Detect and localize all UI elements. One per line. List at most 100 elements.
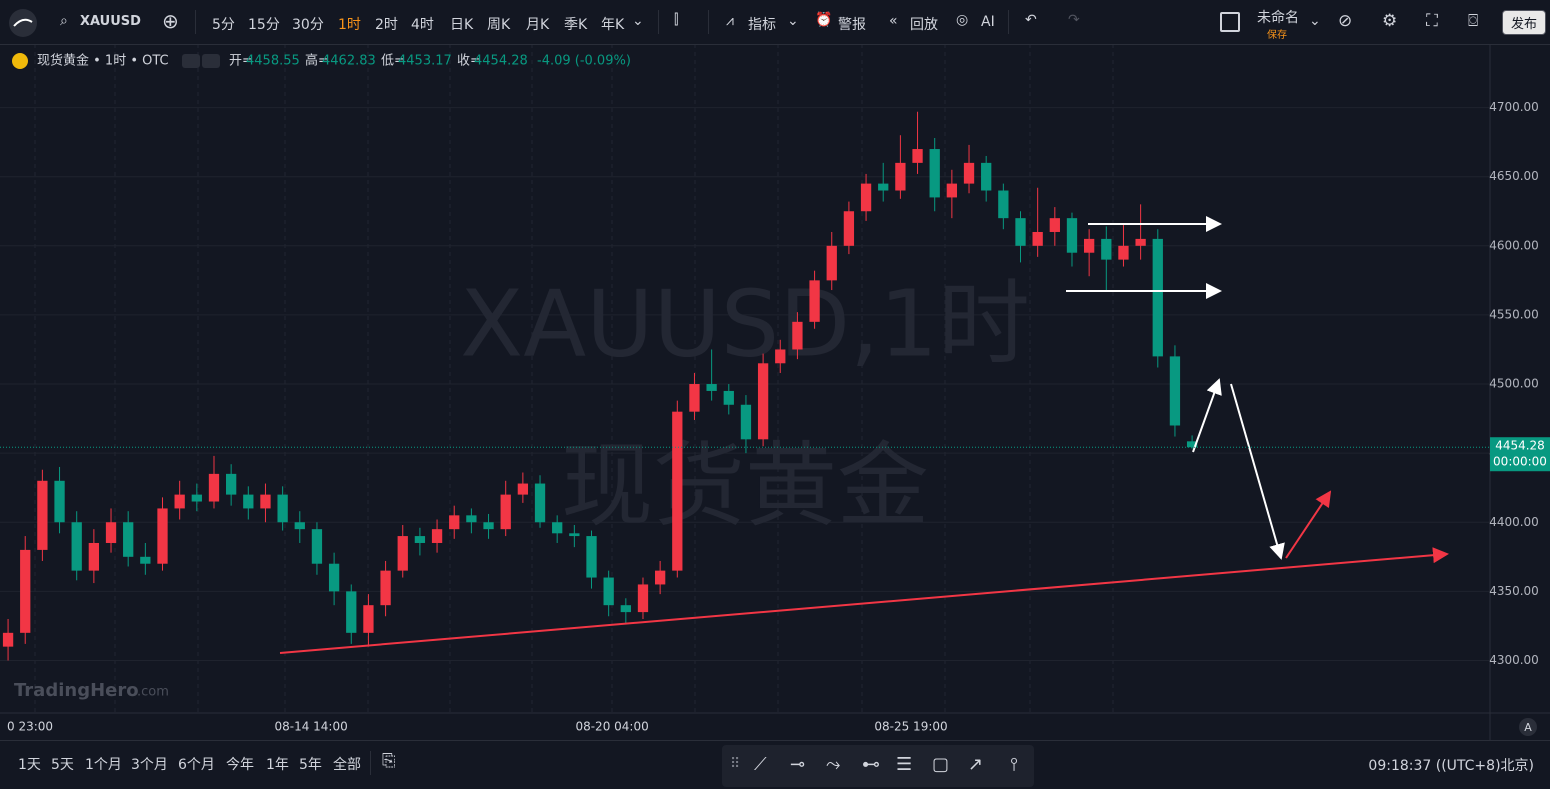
- indicators[interactable]: 指标: [748, 17, 776, 33]
- chart-type[interactable]: ⫿: [674, 12, 679, 28]
- range[interactable]: 1个月: [85, 757, 122, 773]
- tool-path[interactable]: ⤳: [826, 754, 841, 775]
- interval[interactable]: 1时: [338, 17, 361, 33]
- y-tick-label: 4650.00: [1489, 169, 1539, 183]
- range[interactable]: 6个月: [178, 757, 215, 773]
- candle-body: [380, 570, 391, 606]
- candle-body: [517, 483, 529, 495]
- x-tick-label: 08-25 19:00: [874, 720, 947, 734]
- add-symbol[interactable]: ⊕: [162, 9, 179, 33]
- layout-menu[interactable]: ⌄: [1309, 13, 1321, 29]
- range[interactable]: 今年: [226, 757, 254, 773]
- drawing-arrow[interactable]: [1230, 383, 1285, 560]
- candle-body: [792, 321, 803, 350]
- toggle[interactable]: [202, 54, 220, 68]
- candle-body: [723, 390, 734, 405]
- interval[interactable]: 年K: [601, 17, 625, 33]
- clock[interactable]: 09:18:37 ((UTC+8)北京): [1368, 758, 1534, 774]
- indicators-menu[interactable]: ⌄: [787, 13, 799, 29]
- candle-body: [895, 162, 906, 191]
- candle-body: [54, 480, 65, 523]
- goto-date[interactable]: ⎘: [382, 751, 396, 771]
- grid: [0, 44, 1490, 713]
- toggle[interactable]: [182, 54, 200, 68]
- interval[interactable]: 季K: [564, 17, 588, 33]
- drag-handle[interactable]: ⠿: [730, 756, 741, 772]
- interval[interactable]: 月K: [526, 17, 550, 33]
- alerts[interactable]: 警报: [838, 17, 866, 33]
- interval[interactable]: 周K: [487, 17, 511, 33]
- settings[interactable]: ⚙: [1382, 11, 1398, 31]
- candle-body: [88, 542, 100, 571]
- fullscreen[interactable]: ⛶: [1426, 11, 1438, 31]
- logo[interactable]: [8, 8, 38, 38]
- range[interactable]: 5天: [51, 757, 74, 773]
- legend-value: 4458.55: [246, 54, 300, 69]
- candle-body: [414, 536, 426, 543]
- interval[interactable]: 30分: [292, 17, 324, 33]
- auto-scale[interactable]: [1519, 718, 1537, 736]
- tool-rect[interactable]: ▢: [932, 754, 950, 775]
- more-intervals[interactable]: ⌄: [632, 13, 644, 29]
- search-icon[interactable]: ⌕: [60, 13, 68, 29]
- symbol[interactable]: XAUUSD: [80, 14, 141, 29]
- candle-body: [225, 473, 237, 495]
- candle-body: [1049, 218, 1060, 232]
- drawing-arrow[interactable]: [1192, 378, 1222, 453]
- candle-body: [431, 529, 443, 543]
- candle-body: [1101, 238, 1112, 260]
- candle-body: [689, 384, 700, 412]
- y-tick-label: 4350.00: [1489, 584, 1539, 598]
- interval[interactable]: 5分: [212, 17, 235, 33]
- interval[interactable]: 2时: [375, 17, 398, 33]
- tool-channel[interactable]: ☰: [896, 754, 913, 775]
- ai-icon[interactable]: ◎: [956, 12, 969, 28]
- publish[interactable]: 发布: [1502, 10, 1547, 35]
- screenshot[interactable]: ⌼: [1468, 11, 1479, 31]
- range[interactable]: 1天: [18, 757, 41, 773]
- candle-body: [20, 549, 31, 633]
- candle-body: [654, 570, 666, 585]
- range[interactable]: 3个月: [131, 757, 168, 773]
- tool-ray[interactable]: ⊷: [862, 754, 880, 775]
- interval[interactable]: 15分: [248, 17, 280, 33]
- candle-body: [809, 280, 820, 322]
- y-tick-label: 4550.00: [1489, 307, 1539, 321]
- range[interactable]: 5年: [299, 757, 322, 773]
- indicators-icon[interactable]: ⩘: [726, 13, 734, 29]
- drawing-arrow[interactable]: [1285, 490, 1332, 559]
- candle-body: [1032, 231, 1043, 246]
- redo[interactable]: ↷: [1068, 12, 1080, 28]
- candle-body: [878, 183, 889, 191]
- range[interactable]: 1年: [266, 757, 289, 773]
- countdown: 00:00:00: [1493, 455, 1547, 469]
- save-status[interactable]: 保存: [1267, 30, 1287, 41]
- replay-icon[interactable]: «: [889, 13, 898, 29]
- tool-vline[interactable]: ⫯: [1010, 754, 1018, 775]
- auto-scale-label[interactable]: A: [1524, 721, 1532, 734]
- trend-line[interactable]: [279, 547, 1449, 654]
- tool-arrow[interactable]: ↗: [968, 754, 984, 775]
- interval[interactable]: 日K: [450, 17, 474, 33]
- interval[interactable]: 4时: [411, 17, 434, 33]
- alerts-icon[interactable]: ⏰: [815, 12, 833, 28]
- candle-body: [500, 494, 511, 530]
- undo[interactable]: ↶: [1025, 12, 1037, 28]
- last-price-tag: [1490, 437, 1550, 472]
- ai[interactable]: AI: [981, 14, 995, 30]
- quick-search[interactable]: ⊘: [1338, 11, 1353, 31]
- legend-label: 低=: [381, 54, 405, 69]
- candle-body: [174, 494, 185, 509]
- layout-name[interactable]: 未命名: [1257, 10, 1299, 26]
- layout-icon[interactable]: [1220, 12, 1240, 32]
- tool-line[interactable]: ⟋: [754, 754, 767, 775]
- candle-body: [1066, 218, 1078, 253]
- replay[interactable]: 回放: [910, 17, 938, 33]
- drawing-toolbar: ⠿ ⟋ ⊸ ⤳ ⊷ ☰ ▢ ↗ ⫯: [722, 745, 1034, 787]
- tool-hline[interactable]: ⊸: [790, 754, 806, 775]
- brand-suffix: .com: [137, 685, 169, 700]
- legend-change: -4.09 (-0.09%): [537, 54, 631, 69]
- range[interactable]: 全部: [333, 757, 361, 773]
